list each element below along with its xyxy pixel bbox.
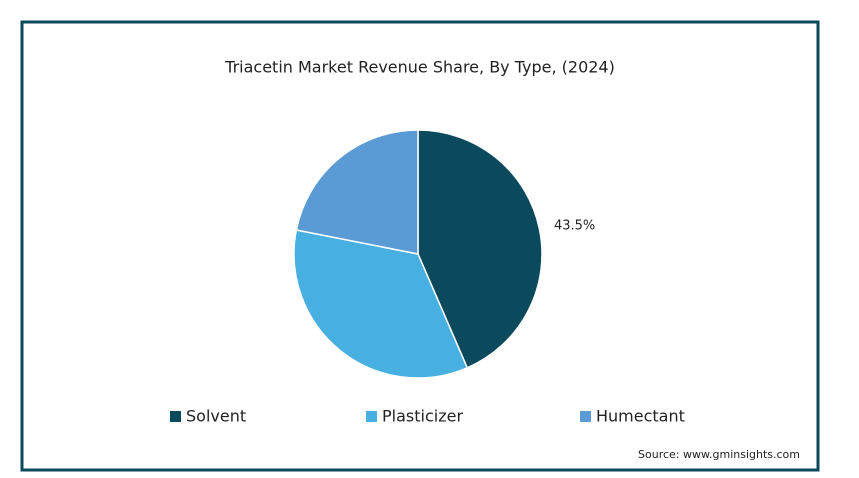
source: Source: www.gminsights.com [638,448,800,461]
legend-label: Humectant [596,407,685,426]
pie-slice [293,229,469,379]
legend-label: Plasticizer [382,407,463,426]
pie-slice [295,129,419,255]
legend-label: Solvent [186,407,246,426]
chart-title: Triacetin Market Revenue Share, By Type,… [224,58,615,77]
legend-swatch [580,411,591,422]
legend-swatch [170,411,181,422]
data-label: 43.5% [554,218,595,233]
legend-swatch [366,411,377,422]
pie-slice [417,129,543,369]
